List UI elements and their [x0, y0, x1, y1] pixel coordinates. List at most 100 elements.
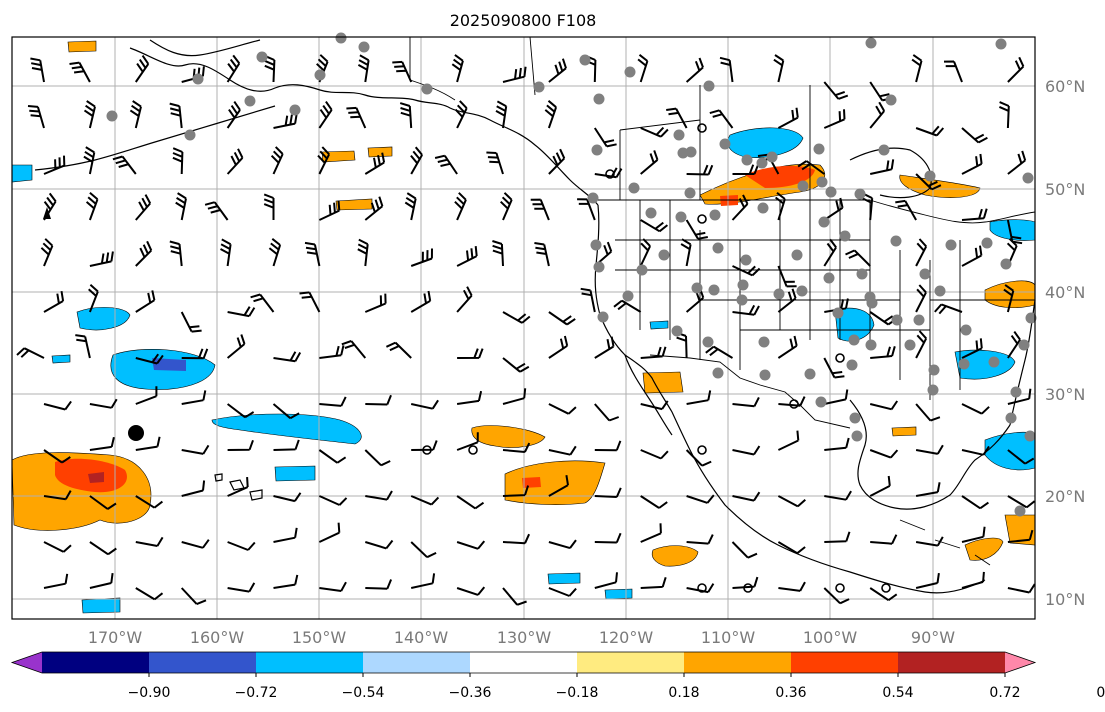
- wind-barb: [365, 394, 392, 406]
- wind-barb: [502, 311, 531, 324]
- anomaly-negative-baja-small: [649, 320, 669, 330]
- wind-barb: [181, 390, 207, 405]
- anomaly-negative-south-3: [604, 588, 633, 600]
- lat-label-40n: 40°N: [1045, 283, 1085, 302]
- wind-barb: [869, 587, 898, 602]
- station-dot: [421, 83, 433, 95]
- wind-barb: [732, 396, 760, 408]
- station-dot: [1022, 172, 1034, 184]
- station-dot: [685, 146, 697, 158]
- station-dot: [757, 202, 769, 214]
- wind-barb: [135, 194, 152, 221]
- wind-barb: [135, 240, 153, 267]
- station-dot: [622, 290, 634, 302]
- wind-barb: [227, 439, 254, 451]
- wind-barb: [404, 192, 417, 221]
- lon-label-140w: 140°W: [394, 628, 449, 647]
- station-dot: [865, 37, 877, 49]
- wind-barb: [666, 107, 688, 129]
- wind-barb: [319, 345, 345, 359]
- lat-label-60n: 60°N: [1045, 77, 1085, 96]
- wind-barb: [870, 346, 896, 359]
- wind-barb: [410, 573, 436, 589]
- calm-circle: [697, 123, 707, 133]
- wind-barb: [732, 445, 761, 456]
- wind-barb: [640, 346, 667, 359]
- station-dot: [736, 294, 748, 306]
- wind-barb: [318, 101, 333, 129]
- wind-barb: [640, 577, 667, 589]
- colorbar-segment: [149, 652, 257, 673]
- wind-barb: [732, 491, 761, 502]
- wind-barb: [226, 334, 246, 359]
- wind-barb: [961, 445, 990, 456]
- lon-label-130w: 130°W: [497, 628, 552, 647]
- wind-barb: [869, 475, 891, 497]
- anomaly-negative-west-edge: [11, 164, 33, 183]
- wind-barb: [824, 531, 851, 543]
- anomaly-positive-north-pacific: [335, 198, 373, 211]
- wind-barb: [534, 242, 550, 267]
- colorbar-segment: [42, 652, 150, 673]
- station-dot: [1014, 505, 1026, 517]
- station-dot: [684, 187, 696, 199]
- wind-barb: [268, 238, 282, 267]
- wind-barb: [43, 490, 72, 501]
- calm-markers: [422, 123, 891, 593]
- anomaly-negative-hawaii-small: [274, 465, 316, 482]
- colorbar-segment: [256, 652, 364, 673]
- wind-barb: [454, 192, 467, 221]
- station-dot: [958, 358, 970, 370]
- wind-barb: [129, 100, 142, 129]
- wind-barb: [456, 540, 486, 550]
- wind-barb: [30, 57, 45, 83]
- wind-barb: [824, 437, 850, 451]
- wind-barb: [999, 101, 1010, 129]
- wind-barb: [456, 246, 478, 267]
- anomaly-positive-gulf-alaska-2: [367, 146, 393, 158]
- wind-barb: [594, 572, 618, 589]
- wind-barb: [180, 311, 202, 333]
- map-frame: [11, 36, 1036, 620]
- colorbar-outline: [10, 651, 1037, 674]
- station-dot: [675, 211, 687, 223]
- wind-barb: [502, 66, 527, 83]
- colorbar-tick-label: −0.54: [342, 685, 385, 701]
- wind-barb: [869, 101, 886, 129]
- station-dot: [924, 170, 936, 182]
- wind-barb: [181, 444, 210, 455]
- wind-barb: [273, 113, 298, 129]
- wind-barb: [680, 238, 692, 267]
- anomaly-negative-plains: [834, 307, 875, 342]
- wind-barb: [640, 449, 669, 460]
- wind-barb: [777, 107, 799, 129]
- wind-barb: [273, 351, 302, 363]
- wind-barb: [451, 54, 464, 83]
- wind-barb: [135, 495, 164, 509]
- wind-barb: [492, 240, 504, 267]
- station-dot: [1025, 312, 1037, 324]
- wind-barb: [823, 587, 850, 605]
- wind-barb: [69, 61, 91, 83]
- wind-barb: [548, 539, 577, 550]
- wind-barb: [43, 573, 69, 589]
- wind-barb: [318, 200, 341, 221]
- wind-barb: [594, 403, 620, 422]
- wind-barb: [823, 81, 849, 100]
- wind-barb: [719, 56, 734, 83]
- wind-barb: [613, 299, 642, 313]
- station-dot: [945, 239, 957, 251]
- colorbar-extend-high: [1005, 652, 1035, 673]
- wind-barb: [594, 440, 622, 452]
- wind-barb: [961, 571, 985, 589]
- calm-circle: [789, 399, 799, 409]
- wind-barb: [181, 539, 210, 549]
- colorbar-segment: [363, 652, 471, 673]
- wind-barb: [823, 109, 846, 129]
- wind-barb: [1007, 583, 1036, 594]
- wind-barb: [172, 147, 184, 175]
- station-dot: [856, 268, 868, 280]
- wind-barb: [411, 440, 438, 451]
- wind-barb: [385, 341, 412, 359]
- wind-barb: [1007, 150, 1027, 175]
